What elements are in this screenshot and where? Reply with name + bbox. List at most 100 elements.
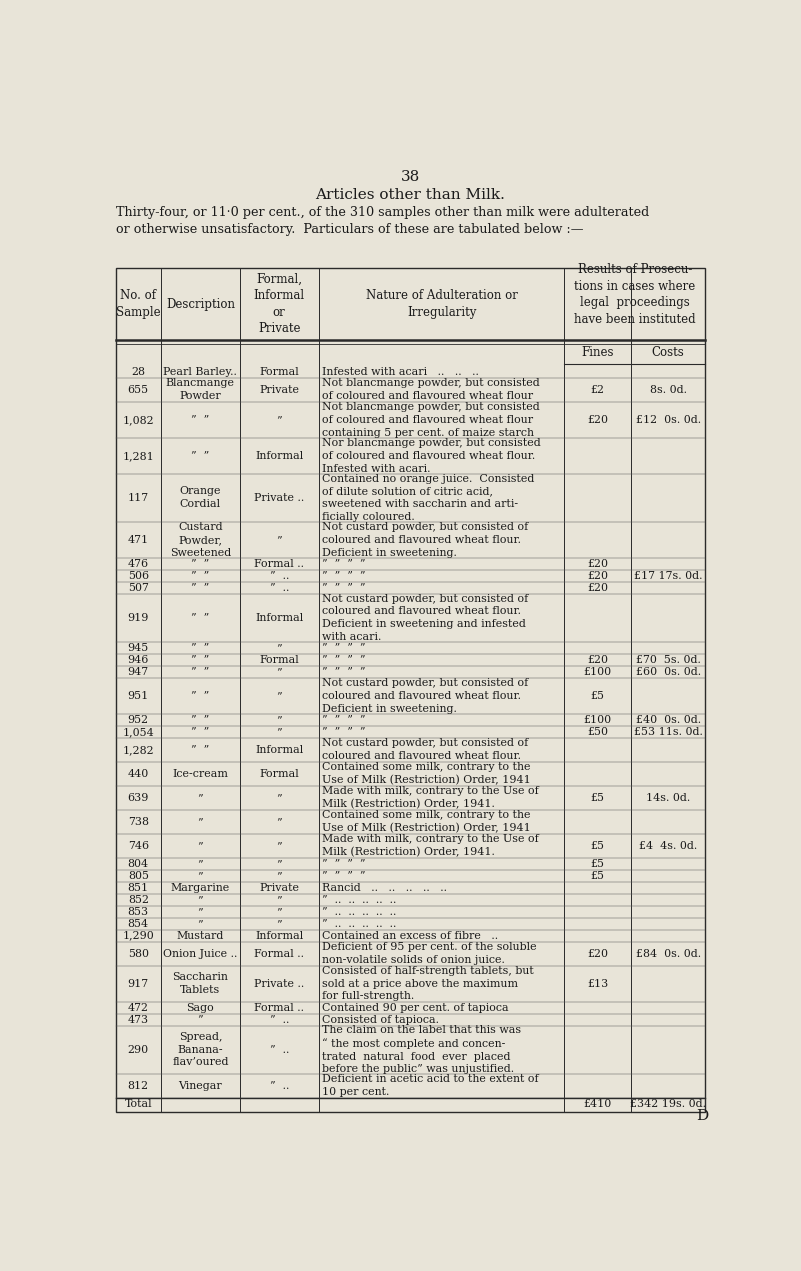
- Text: Custard
Powder,
Sweetened: Custard Powder, Sweetened: [170, 522, 231, 558]
- Text: ”  ”: ” ”: [191, 714, 210, 724]
- Text: ”  ..  ..  ..  ..  ..: ” .. .. .. .. ..: [322, 906, 396, 916]
- Text: Formal: Formal: [260, 367, 299, 377]
- Text: Spread,
Banana-
flav’oured: Spread, Banana- flav’oured: [172, 1032, 228, 1068]
- Text: Consisted of half-strength tablets, but
sold at a price above the maximum
for fu: Consisted of half-strength tablets, but …: [322, 966, 534, 1002]
- Text: Margarine: Margarine: [171, 883, 230, 892]
- Text: ”  ”  ”  ”: ” ” ” ”: [322, 714, 366, 724]
- Text: 507: 507: [128, 583, 149, 592]
- Text: 919: 919: [127, 613, 149, 623]
- Text: 917: 917: [127, 979, 149, 989]
- Text: 473: 473: [127, 1014, 149, 1024]
- Text: ”  ”: ” ”: [191, 613, 210, 623]
- Text: ”: ”: [276, 817, 282, 826]
- Text: ”  ”: ” ”: [191, 727, 210, 737]
- Text: Saccharin
Tablets: Saccharin Tablets: [172, 972, 228, 995]
- Text: Not blancmange powder, but consisted
of coloured and flavoured wheat flour: Not blancmange powder, but consisted of …: [322, 379, 540, 402]
- Text: Thirty-four, or 11·0 per cent., of the 310 samples other than milk were adultera: Thirty-four, or 11·0 per cent., of the 3…: [115, 206, 649, 236]
- Text: Informal: Informal: [255, 930, 304, 941]
- Text: £342 19s. 0d.: £342 19s. 0d.: [630, 1098, 706, 1108]
- Text: ”  ”: ” ”: [191, 414, 210, 425]
- Text: Not custard powder, but consisted of
coloured and flavoured wheat flour.
Deficie: Not custard powder, but consisted of col…: [322, 522, 529, 558]
- Text: ”: ”: [198, 906, 203, 916]
- Text: £5: £5: [590, 871, 605, 881]
- Text: Rancid   ..   ..   ..   ..   ..: Rancid .. .. .. .. ..: [322, 883, 448, 892]
- Text: 851: 851: [127, 883, 149, 892]
- Text: Contained 90 per cent. of tapioca: Contained 90 per cent. of tapioca: [322, 1003, 509, 1013]
- Text: Consisted of tapioca.: Consisted of tapioca.: [322, 1014, 440, 1024]
- Text: £40  0s. 0d.: £40 0s. 0d.: [635, 714, 701, 724]
- Text: Contained an excess of fibre   ..: Contained an excess of fibre ..: [322, 930, 498, 941]
- Text: ”: ”: [276, 919, 282, 929]
- Text: ”: ”: [276, 895, 282, 905]
- Text: 440: 440: [127, 769, 149, 779]
- Text: 1,282: 1,282: [123, 745, 154, 755]
- Text: Fines: Fines: [582, 346, 614, 358]
- Text: ”: ”: [276, 727, 282, 737]
- Text: £4  4s. 0d.: £4 4s. 0d.: [639, 840, 697, 850]
- Text: 290: 290: [127, 1045, 149, 1055]
- Text: ”: ”: [198, 840, 203, 850]
- Text: Description: Description: [166, 297, 235, 310]
- Text: 1,281: 1,281: [123, 451, 154, 461]
- Text: ”: ”: [276, 643, 282, 653]
- Text: Informal: Informal: [255, 451, 304, 461]
- Text: ”: ”: [276, 414, 282, 425]
- Text: 946: 946: [127, 655, 149, 665]
- Text: Not blancmange powder, but consisted
of coloured and flavoured wheat flour
conta: Not blancmange powder, but consisted of …: [322, 402, 540, 437]
- Text: £20: £20: [587, 571, 608, 581]
- Text: £100: £100: [584, 714, 612, 724]
- Text: Total: Total: [124, 1098, 152, 1108]
- Text: ”: ”: [198, 817, 203, 826]
- Text: £50: £50: [587, 727, 608, 737]
- Text: Made with milk, contrary to the Use of
Milk (Restriction) Order, 1941.: Made with milk, contrary to the Use of M…: [322, 834, 539, 858]
- Text: Informal: Informal: [255, 613, 304, 623]
- Text: 655: 655: [127, 385, 149, 395]
- Text: 853: 853: [127, 906, 149, 916]
- Text: ”  ..  ..  ..  ..  ..: ” .. .. .. .. ..: [322, 919, 396, 929]
- Text: ”  ”  ”  ”: ” ” ” ”: [322, 583, 366, 592]
- Text: 476: 476: [127, 559, 149, 569]
- Text: Pearl Barley..: Pearl Barley..: [163, 367, 237, 377]
- Text: Formal ..: Formal ..: [254, 948, 304, 958]
- Text: ”  ..: ” ..: [269, 1045, 289, 1055]
- Text: ”  ”  ”  ”: ” ” ” ”: [322, 727, 366, 737]
- Text: Private ..: Private ..: [254, 979, 304, 989]
- Text: ”: ”: [276, 871, 282, 881]
- Text: ”  ”  ”  ”: ” ” ” ”: [322, 559, 366, 569]
- Text: ”  ”  ”  ”: ” ” ” ”: [322, 667, 366, 676]
- Text: ”: ”: [276, 535, 282, 545]
- Text: £20: £20: [587, 655, 608, 665]
- Text: £60  0s. 0d.: £60 0s. 0d.: [635, 667, 701, 676]
- Text: ”  ”: ” ”: [191, 655, 210, 665]
- Text: 852: 852: [128, 895, 149, 905]
- Text: Orange
Cordial: Orange Cordial: [179, 487, 221, 510]
- Text: ”  ”  ”  ”: ” ” ” ”: [322, 859, 366, 869]
- Text: £20: £20: [587, 414, 608, 425]
- Text: £12  0s. 0d.: £12 0s. 0d.: [635, 414, 701, 425]
- Text: £2: £2: [590, 385, 605, 395]
- Text: Private ..: Private ..: [254, 493, 304, 503]
- Text: Blancmange
Powder: Blancmange Powder: [166, 379, 235, 402]
- Text: Deficient in acetic acid to the extent of
10 per cent.: Deficient in acetic acid to the extent o…: [322, 1074, 539, 1097]
- Text: Formal,
Informal
or
Private: Formal, Informal or Private: [254, 273, 305, 336]
- Text: ”  ”: ” ”: [191, 571, 210, 581]
- Text: £20: £20: [587, 583, 608, 592]
- Text: £5: £5: [590, 690, 605, 700]
- Text: £20: £20: [587, 559, 608, 569]
- Text: Deficient of 95 per cent. of the soluble
non-volatile solids of onion juice.: Deficient of 95 per cent. of the soluble…: [322, 942, 537, 965]
- Text: Results of Prosecu-
tions in cases where
legal  proceedings
have been instituted: Results of Prosecu- tions in cases where…: [574, 263, 696, 325]
- Text: ”: ”: [276, 667, 282, 676]
- Text: ”: ”: [198, 895, 203, 905]
- Text: Contained some milk, contrary to the
Use of Milk (Restriction) Order, 1941: Contained some milk, contrary to the Use…: [322, 763, 531, 785]
- Text: 28: 28: [131, 367, 145, 377]
- Text: £5: £5: [590, 793, 605, 803]
- Text: ”: ”: [198, 859, 203, 869]
- Text: 805: 805: [128, 871, 149, 881]
- Text: 952: 952: [127, 714, 149, 724]
- Text: ”: ”: [198, 1014, 203, 1024]
- Text: Formal ..: Formal ..: [254, 1003, 304, 1013]
- Text: £13: £13: [587, 979, 608, 989]
- Text: ”  ”  ”  ”: ” ” ” ”: [322, 655, 366, 665]
- Text: ”  ”: ” ”: [191, 690, 210, 700]
- Text: £410: £410: [584, 1098, 612, 1108]
